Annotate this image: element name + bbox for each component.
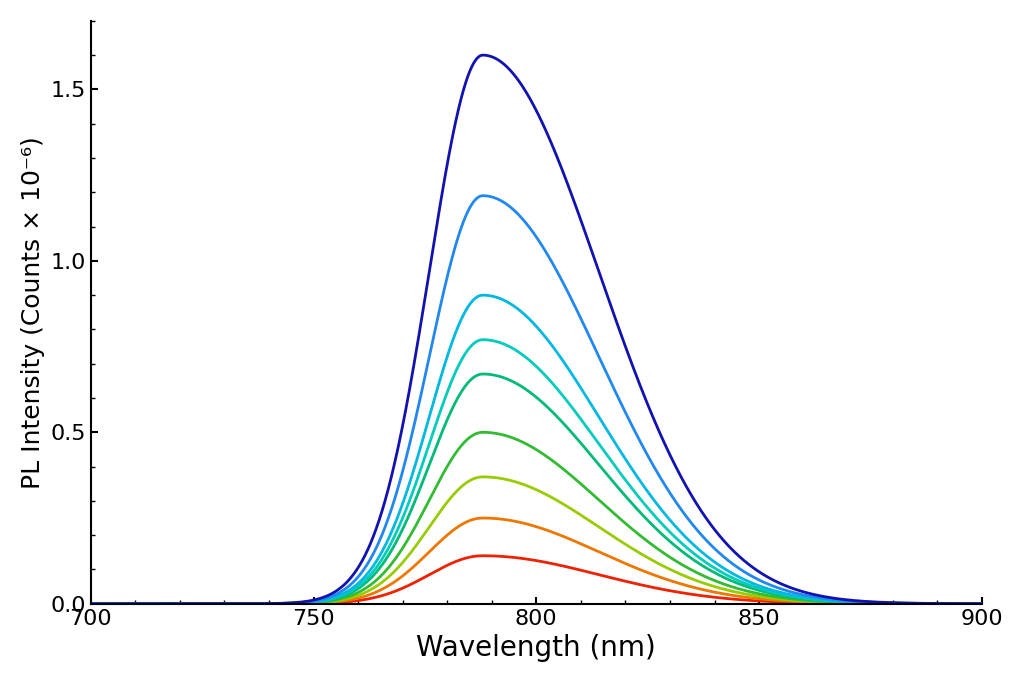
Y-axis label: PL Intensity (Counts × 10⁻⁶): PL Intensity (Counts × 10⁻⁶) [20,136,45,488]
X-axis label: Wavelength (nm): Wavelength (nm) [417,635,656,662]
